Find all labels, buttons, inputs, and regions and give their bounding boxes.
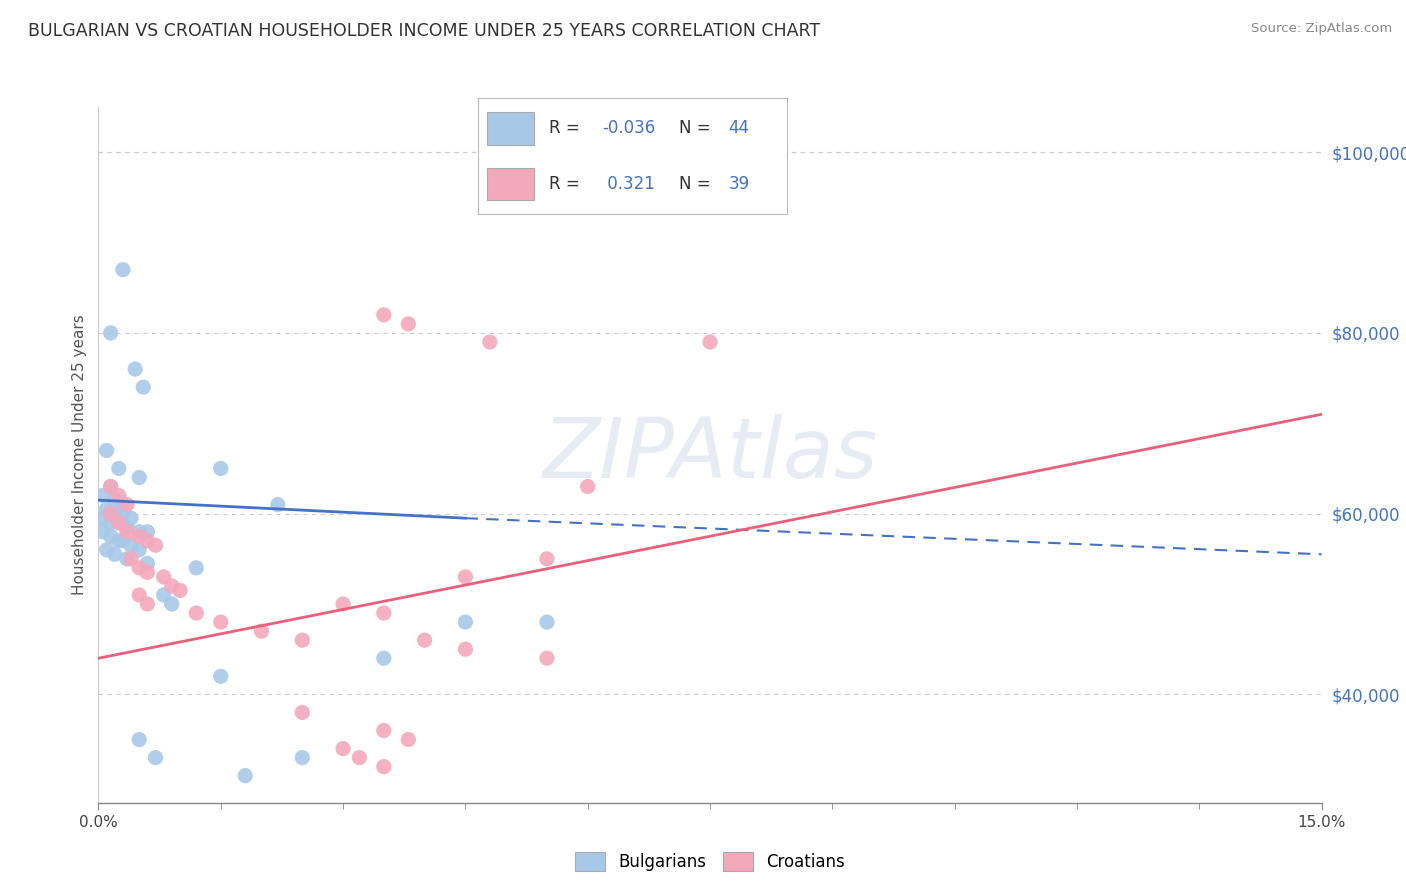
Point (233, 769, 256, 783)
Text: N =: N = (679, 175, 716, 193)
Point (111, 262, 134, 277)
Point (136, 533, 159, 548)
Point (186, 561, 208, 575)
Point (373, 651, 395, 665)
Point (454, 615, 477, 629)
Point (373, 759, 395, 773)
Point (373, 308, 395, 322)
Point (111, 507, 134, 521)
Point (128, 588, 150, 602)
Point (132, 380, 155, 394)
Point (115, 524, 138, 539)
Point (186, 606, 208, 620)
Point (136, 557, 159, 571)
Point (100, 479, 122, 493)
Point (160, 579, 183, 593)
Point (209, 461, 232, 475)
Point (111, 533, 134, 548)
Text: -0.036: -0.036 (602, 120, 655, 137)
Text: BULGARIAN VS CROATIAN HOUSEHOLDER INCOME UNDER 25 YEARS CORRELATION CHART: BULGARIAN VS CROATIAN HOUSEHOLDER INCOME… (28, 22, 820, 40)
Point (536, 651, 558, 665)
Point (104, 507, 127, 521)
Point (536, 551, 558, 566)
Point (699, 334, 721, 349)
Point (136, 524, 159, 539)
Point (108, 489, 131, 503)
Point (100, 529, 122, 543)
Text: R =: R = (550, 120, 585, 137)
Point (91, 511, 114, 525)
Text: R =: R = (550, 175, 585, 193)
Text: ZIPAtlas: ZIPAtlas (543, 415, 877, 495)
Point (108, 533, 131, 548)
Bar (488, 112, 534, 145)
Text: 39: 39 (728, 175, 749, 193)
Point (332, 597, 354, 611)
Point (576, 479, 599, 493)
Point (152, 588, 174, 602)
Point (396, 732, 419, 747)
Point (100, 479, 122, 493)
Point (454, 570, 477, 584)
Point (91, 524, 114, 539)
Point (136, 566, 159, 580)
Point (209, 669, 232, 683)
Point (128, 561, 150, 575)
Point (108, 516, 131, 530)
Point (104, 493, 127, 508)
Point (100, 507, 122, 521)
Point (96, 542, 118, 557)
Point (267, 498, 290, 512)
Point (120, 511, 142, 525)
Y-axis label: Householder Income Under 25 years: Householder Income Under 25 years (72, 315, 87, 595)
Point (250, 624, 273, 639)
Point (128, 732, 150, 747)
Point (145, 538, 167, 552)
Point (413, 633, 436, 648)
Point (128, 470, 150, 484)
Point (91, 489, 114, 503)
Point (115, 551, 138, 566)
Point (478, 334, 501, 349)
Point (373, 606, 395, 620)
Point (104, 547, 127, 561)
Point (108, 461, 131, 475)
Point (536, 615, 558, 629)
Point (96, 443, 118, 458)
Point (160, 597, 183, 611)
Text: 44: 44 (728, 120, 749, 137)
Point (115, 498, 138, 512)
Point (291, 633, 314, 648)
Point (349, 750, 371, 764)
Point (136, 597, 159, 611)
Text: Source: ZipAtlas.com: Source: ZipAtlas.com (1251, 22, 1392, 36)
Legend: Bulgarians, Croatians: Bulgarians, Croatians (568, 846, 852, 878)
Point (152, 570, 174, 584)
Point (209, 615, 232, 629)
Point (145, 750, 167, 764)
Point (100, 326, 122, 340)
Point (96, 502, 118, 516)
Point (454, 642, 477, 657)
Point (128, 529, 150, 543)
Point (128, 542, 150, 557)
Point (120, 538, 142, 552)
Point (108, 516, 131, 530)
Point (396, 317, 419, 331)
Point (373, 723, 395, 738)
Point (169, 583, 191, 598)
Point (115, 520, 138, 534)
Bar (488, 168, 534, 200)
Text: 0.321: 0.321 (602, 175, 655, 193)
Point (111, 498, 134, 512)
Point (100, 516, 122, 530)
Point (120, 551, 142, 566)
Point (332, 741, 354, 756)
Point (124, 362, 146, 376)
Text: N =: N = (679, 120, 716, 137)
Point (128, 524, 150, 539)
Point (291, 750, 314, 764)
Point (291, 706, 314, 720)
